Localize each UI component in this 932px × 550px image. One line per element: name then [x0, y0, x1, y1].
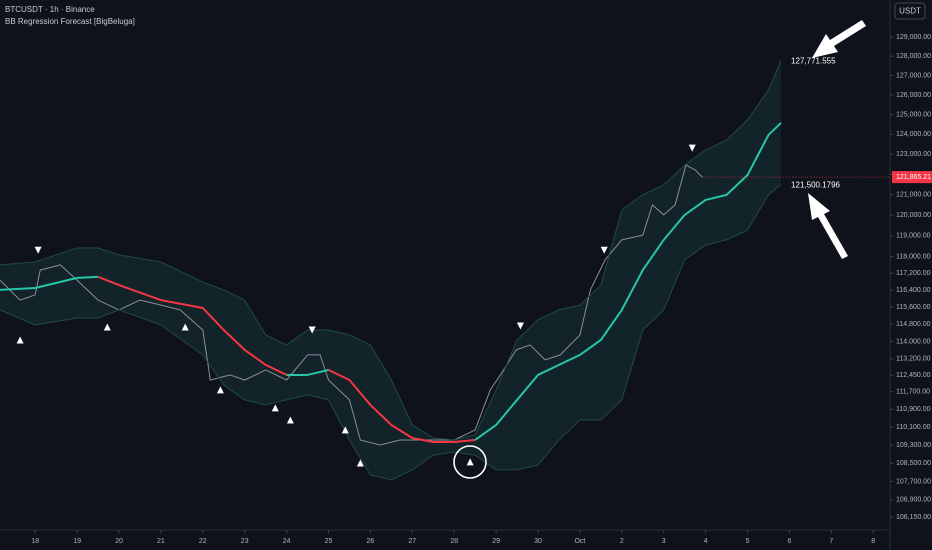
signal-down [516, 322, 524, 330]
y-tick-label: 120,000.00 [896, 212, 931, 219]
x-tick-label: 26 [367, 538, 375, 545]
y-tick-label: 111,700.00 [896, 389, 930, 396]
x-tick-label: 3 [662, 538, 666, 545]
symbol-title: BTCUSDT · 1h · Binance [5, 5, 95, 14]
signal-up [216, 386, 224, 394]
signal-up [466, 458, 474, 466]
x-tick-label: 24 [283, 538, 291, 545]
forecast-label: 121,500.1796 [791, 181, 840, 190]
y-tick-label: 127,000.00 [896, 72, 931, 79]
x-tick-label: 20 [115, 538, 123, 545]
highlight-circle [453, 445, 487, 479]
series-line [0, 122, 782, 441]
y-tick-label: 126,000.00 [896, 92, 931, 99]
y-tick-label: 114,800.00 [896, 321, 931, 328]
x-tick-label: 30 [534, 538, 542, 545]
x-tick-label: 4 [704, 538, 708, 545]
last-price-box [892, 171, 932, 184]
series-line [97, 275, 476, 444]
arrow-upper [812, 20, 866, 58]
band-fill [0, 60, 782, 480]
y-tick-label: 107,700.00 [896, 478, 931, 485]
signal-down [308, 326, 316, 334]
signal-up [271, 404, 279, 412]
plot-area [0, 60, 782, 481]
y-tick-label: 109,300.00 [896, 442, 931, 449]
currency-button[interactable] [894, 2, 926, 20]
y-tick-label: 121,000.00 [896, 192, 931, 199]
x-tick-label: 27 [408, 538, 416, 545]
series-line [0, 60, 782, 441]
signal-up [16, 336, 24, 344]
y-tick-label: 118,000.00 [896, 253, 931, 260]
x-tick-label: Oct [574, 538, 585, 545]
y-tick-label: 114,000.00 [896, 338, 931, 345]
y-tick-label: 129,000.00 [896, 34, 931, 41]
x-tick-label: 18 [31, 538, 39, 545]
x-tick-label: 23 [241, 538, 249, 545]
arrow-lower [808, 193, 848, 259]
x-tick-label: 22 [199, 538, 207, 545]
x-tick-label: 7 [829, 538, 833, 545]
y-tick-label: 112,450.00 [896, 372, 931, 379]
x-tick-label: 2 [620, 538, 624, 545]
y-tick-label: 128,000.00 [896, 53, 931, 60]
x-tick-label: 6 [787, 538, 791, 545]
y-tick-label: 110,900.00 [896, 406, 931, 413]
y-tick-label: 116,400.00 [896, 287, 931, 294]
x-tick-label: 28 [450, 538, 458, 545]
y-tick-label: 113,200.00 [896, 356, 931, 363]
x-tick-label: 8 [871, 538, 875, 545]
series-line [0, 164, 703, 446]
last-price-label: 121,865.21 [896, 174, 931, 181]
x-tick-label: 19 [73, 538, 81, 545]
y-tick-label: 106,900.00 [896, 497, 931, 504]
signal-down [600, 246, 608, 254]
signal-up [286, 416, 294, 424]
x-tick-label: 29 [492, 538, 500, 545]
signal-down [34, 246, 42, 254]
y-tick-label: 108,500.00 [896, 460, 931, 467]
signal-up [181, 323, 189, 331]
signal-down [688, 144, 696, 152]
lines [0, 60, 782, 481]
x-tick-label: 25 [325, 538, 333, 545]
signals [16, 144, 696, 467]
y-tick-label: 124,000.00 [896, 131, 931, 138]
y-tick-label: 117,200.00 [896, 270, 931, 277]
indicator-title: BB Regression Forecast [BigBeluga] [5, 17, 135, 26]
signal-up [341, 426, 349, 434]
forecast-label: 127,771.555 [791, 57, 836, 66]
y-tick-label: 119,000.00 [896, 233, 931, 240]
signal-up [103, 323, 111, 331]
y-tick-label: 123,000.00 [896, 151, 931, 158]
x-tick-label: 21 [157, 538, 165, 545]
y-tick-label: 125,000.00 [896, 111, 931, 118]
y-tick-label: 110,100.00 [896, 424, 931, 431]
signal-up [356, 459, 364, 467]
band [0, 60, 782, 480]
y-tick-label: 106,150.00 [896, 514, 931, 521]
currency-label[interactable]: USDT [899, 7, 921, 16]
series-line [0, 184, 782, 481]
x-tick-label: 5 [746, 538, 750, 545]
y-tick-label: 115,600.00 [896, 304, 931, 311]
